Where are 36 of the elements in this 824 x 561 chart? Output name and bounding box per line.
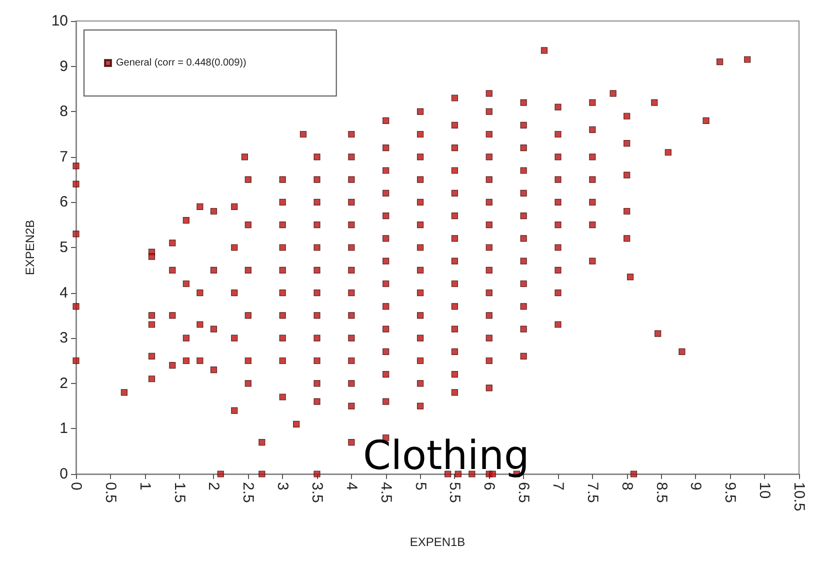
x-tick-label: 8.5 bbox=[652, 482, 670, 503]
x-tick-label: 9 bbox=[687, 482, 704, 490]
y-tick-label: 5 bbox=[60, 239, 68, 256]
x-tick-label: 4 bbox=[342, 482, 360, 490]
x-tick-label: 4.5 bbox=[377, 482, 394, 503]
y-tick-label: 10 bbox=[51, 12, 68, 30]
x-tick-label: 0.5 bbox=[102, 482, 119, 503]
x-tick-label: 7.5 bbox=[584, 482, 601, 503]
x-tick-label: 3.5 bbox=[308, 482, 326, 503]
x-tick-label: 5 bbox=[412, 482, 429, 490]
legend-label: General (corr = 0.448(0.009)) bbox=[116, 58, 246, 68]
x-tick-label: 2 bbox=[205, 482, 222, 490]
y-tick-label: 9 bbox=[60, 58, 68, 75]
x-tick-label: 8 bbox=[618, 482, 636, 490]
y-tick-label: 3 bbox=[60, 330, 68, 347]
x-tick-label: 6.5 bbox=[515, 482, 532, 503]
y-tick-label: 4 bbox=[60, 284, 68, 302]
y-axis-title: EXPEN2B bbox=[23, 220, 37, 276]
x-tick-label: 3 bbox=[274, 482, 292, 490]
y-tick-label: 8 bbox=[60, 103, 68, 120]
x-tick-label: 10 bbox=[756, 482, 774, 499]
x-tick-label: 1.5 bbox=[170, 482, 188, 503]
x-tick-label: 9.5 bbox=[722, 482, 739, 503]
y-tick-label: 2 bbox=[60, 374, 68, 392]
x-tick-label: 7 bbox=[550, 482, 566, 490]
x-tick-label: 5.5 bbox=[446, 482, 464, 503]
x-tick-label: 0 bbox=[68, 482, 84, 490]
x-tick-label: 6 bbox=[480, 482, 498, 490]
y-tick-label: 1 bbox=[60, 420, 68, 438]
y-tick-label: 7 bbox=[60, 148, 68, 166]
x-tick-label: 10.5 bbox=[790, 482, 808, 512]
y-tick-label: 6 bbox=[60, 194, 68, 211]
x-tick-label: 2.5 bbox=[240, 482, 257, 503]
x-tick-label: 1 bbox=[136, 482, 154, 490]
annotation: Clothing bbox=[363, 433, 530, 479]
x-axis-title: EXPEN1B bbox=[410, 535, 466, 549]
